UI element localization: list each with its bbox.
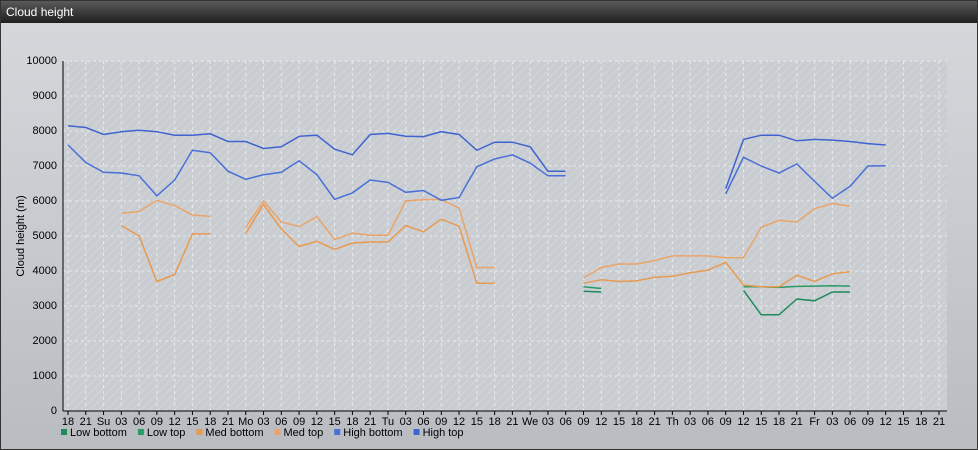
panel-title: Cloud height [1,1,977,23]
x-tick-label: 06 [560,416,572,428]
x-tick-label: 09 [151,416,163,428]
x-tick-label: 21 [364,416,376,428]
series-line [583,289,851,316]
legend-swatch [413,429,420,435]
x-tick-label: 09 [720,416,732,428]
x-tick-label: Mo [238,416,253,428]
x-tick-label: 03 [542,416,554,428]
x-tick-label: 15 [471,416,483,428]
x-tick-label: 12 [453,416,465,428]
x-tick-label: 18 [346,416,358,428]
x-tick-label: We [522,416,538,428]
legend-label: Low bottom [70,427,127,439]
x-tick-label: 06 [417,416,429,428]
legend-swatch [137,429,144,435]
x-tick-label: 18 [488,416,500,428]
x-tick-label: Tu [382,416,394,428]
legend-label: Low top [147,427,186,439]
x-tick-label: 06 [702,416,714,428]
x-tick-label: 12 [169,416,181,428]
y-tick-label: 10000 [26,55,57,67]
x-tick-label: 18 [915,416,927,428]
x-tick-label: 09 [577,416,589,428]
x-tick-label: 12 [311,416,323,428]
x-tick-label: 21 [222,416,234,428]
y-tick-label: 2000 [33,335,57,347]
y-tick-label: 5000 [33,230,57,242]
x-tick-label: 06 [844,416,856,428]
y-tick-label: 8000 [33,125,57,137]
x-tick-label: Su [97,416,110,428]
y-tick-label: 0 [51,405,57,417]
x-tick-label: 15 [329,416,341,428]
legend-label: Med bottom [205,427,263,439]
x-tick-label: 12 [880,416,892,428]
x-tick-label: Th [666,416,679,428]
x-tick-label: 18 [631,416,643,428]
legend-label: Med top [284,427,324,439]
x-tick-label: 09 [435,416,447,428]
x-tick-label: 21 [791,416,803,428]
x-tick-label: 12 [737,416,749,428]
y-axis-title: Cloud height (m) [15,195,27,276]
series-line [67,144,886,202]
legend-swatch [334,429,341,435]
y-tick-label: 1000 [33,370,57,382]
legend-label: High bottom [343,427,402,439]
x-tick-label: 03 [115,416,127,428]
series-line [121,198,851,279]
x-tick-label: 18 [62,416,74,428]
x-tick-label: 09 [862,416,874,428]
x-tick-label: 21 [933,416,945,428]
x-tick-label: 03 [400,416,412,428]
series-line [120,203,851,288]
y-tick-label: 9000 [33,90,57,102]
legend-swatch [196,429,203,435]
x-tick-label: 06 [133,416,145,428]
x-tick-label: 18 [773,416,785,428]
y-tick-label: 4000 [33,265,57,277]
x-tick-label: 18 [204,416,216,428]
y-tick-label: 6000 [33,195,57,207]
x-tick-label: 15 [755,416,767,428]
chart: Cloud height (m) 0 1000 2000 3000 4000 5000 60… [15,55,947,439]
legend-swatch [274,429,281,435]
x-tick-label: 03 [684,416,696,428]
x-tick-label: 21 [80,416,92,428]
y-tick-label: 7000 [33,160,57,172]
x-tick-label: 09 [293,416,305,428]
x-tick-label: 15 [613,416,625,428]
legend-swatch [61,429,67,435]
series-line [67,125,886,190]
legend-label: High top [423,427,464,439]
x-tick-label: 21 [648,416,660,428]
x-tick-label: 15 [897,416,909,428]
x-tick-label: 15 [186,416,198,428]
x-tick-label: Fr [809,416,820,428]
x-tick-label: 12 [595,416,607,428]
x-tick-label: 03 [826,416,838,428]
x-tick-label: 03 [257,416,269,428]
y-tick-label: 3000 [33,300,57,312]
x-tick-label: 06 [275,416,287,428]
x-tick-label: 21 [506,416,518,428]
